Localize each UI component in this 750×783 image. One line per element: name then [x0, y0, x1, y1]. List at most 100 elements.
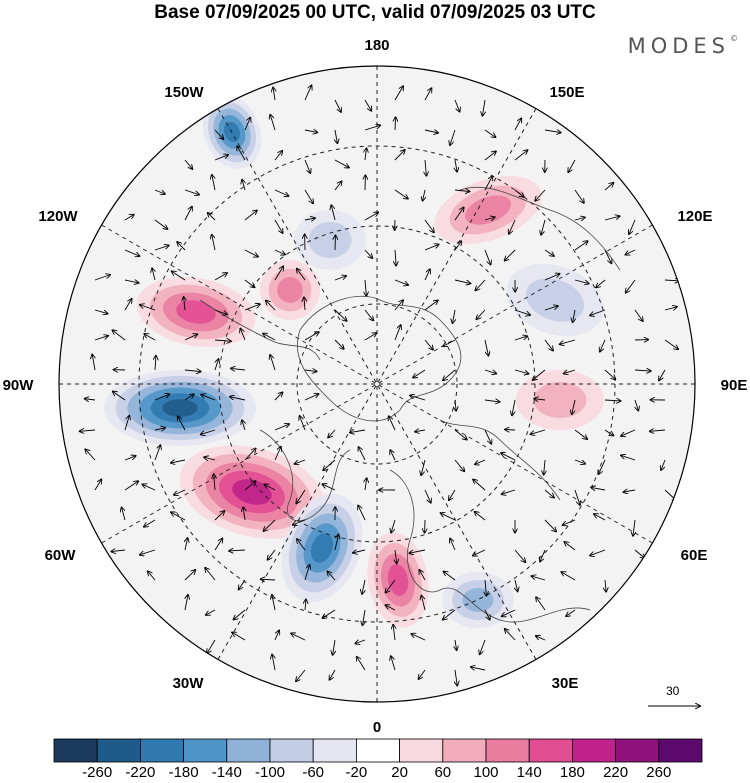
wind-arrow	[394, 279, 408, 285]
wind-arrow	[484, 369, 496, 374]
wind-arrow	[604, 216, 620, 221]
wind-arrow	[566, 609, 576, 616]
wind-arrow	[484, 429, 491, 444]
wind-arrow	[184, 570, 195, 581]
wind-arrow	[293, 519, 306, 525]
wind-arrow	[415, 430, 426, 432]
wind-arrow	[240, 329, 246, 341]
wind-arrow	[333, 639, 335, 655]
wind-arrow	[391, 656, 396, 671]
wind-arrow	[322, 484, 336, 491]
wind-arrow	[111, 550, 126, 552]
wind-arrow	[214, 129, 223, 139]
wind-arrow	[454, 241, 461, 251]
meridian-line	[217, 108, 537, 660]
wind-arrow	[515, 579, 518, 591]
wind-arrow	[214, 538, 222, 551]
wind-arrow	[455, 159, 457, 172]
wind-arrow	[94, 480, 101, 491]
anomaly-contour	[462, 588, 494, 612]
wind-arrow	[274, 424, 289, 431]
wind-arrow	[544, 306, 558, 311]
wind-arrow	[353, 550, 366, 553]
wind-arrow	[124, 280, 139, 283]
wind-arrow	[304, 297, 305, 311]
wind-arrow	[155, 356, 156, 371]
map-border	[58, 65, 696, 703]
colorbar-tick-label: -20	[345, 764, 368, 781]
wind-arrow	[242, 180, 245, 191]
wind-arrow	[394, 86, 403, 101]
wind-arrow	[574, 459, 585, 464]
lon-label: 180	[364, 37, 389, 54]
wind-arrow	[204, 457, 216, 460]
wind-arrow	[421, 596, 426, 611]
wind-arrow	[362, 579, 365, 594]
wind-arrow	[544, 489, 554, 498]
wind-arrow	[334, 99, 341, 112]
longitude-labels: 180 150E 120E 90E 60E 30E 0 30W 60W 90W …	[3, 37, 748, 736]
wind-arrow	[561, 572, 576, 581]
wind-arrow	[484, 400, 500, 402]
colorbar-tick-label: -100	[254, 764, 286, 781]
wind-arrow	[386, 605, 396, 611]
wind-arrow	[476, 309, 486, 319]
wind-arrow	[214, 340, 231, 341]
wind-arrow	[270, 355, 276, 371]
wind-arrow	[452, 309, 455, 323]
wind-arrow	[233, 609, 246, 620]
colorbar-tick-label: -180	[168, 764, 199, 781]
colorbar-tick-label: 60	[434, 764, 452, 781]
wind-arrow	[484, 129, 496, 137]
wind-arrow	[328, 429, 336, 438]
wind-arrow	[232, 632, 246, 641]
colorbar-swatch	[528, 738, 573, 763]
wind-arrow	[514, 369, 529, 374]
wind-arrow	[171, 512, 186, 521]
colorbar-tick-label: -260	[82, 764, 113, 781]
wind-arrow	[664, 280, 679, 281]
wind-arrow	[450, 539, 456, 551]
wind-arrow	[514, 549, 525, 562]
wind-arrow	[274, 392, 282, 401]
wind-arrow	[365, 279, 366, 296]
wind-arrow	[395, 549, 397, 563]
wind-arrow	[591, 487, 606, 490]
anomaly-contour	[277, 277, 303, 303]
colorbar-swatch	[269, 738, 314, 763]
wind-arrow	[424, 244, 439, 251]
wind-arrow	[389, 416, 396, 431]
anomaly-contour	[310, 533, 334, 563]
wind-arrow	[268, 549, 276, 560]
wind-arrow	[473, 549, 486, 556]
wind-arrow	[540, 549, 546, 562]
wind-arrow	[304, 159, 310, 173]
wind-arrow	[411, 634, 426, 641]
wind-arrow	[184, 207, 192, 221]
colorbar-swatch	[53, 738, 98, 763]
wind-arrow	[334, 181, 342, 191]
anomaly-contour	[232, 479, 272, 505]
wind-arrow	[471, 667, 486, 670]
wind-arrow	[536, 597, 546, 611]
wind-arrow	[604, 249, 611, 263]
wind-arrow	[604, 400, 621, 401]
wind-arrow	[244, 210, 257, 221]
wind-arrow	[94, 275, 110, 281]
wind-arrow	[124, 481, 138, 491]
wind-arrow	[564, 542, 576, 551]
wind-arrow	[454, 429, 467, 440]
wind-arrow	[140, 305, 156, 311]
wind-arrow	[393, 625, 395, 641]
wind-arrow	[502, 489, 516, 494]
wind-arrow	[264, 484, 276, 491]
wind-arrow	[122, 508, 126, 521]
anomaly-contour	[308, 222, 352, 258]
wind-arrow	[272, 595, 275, 611]
wind-arrow	[358, 447, 366, 461]
wind-arrow	[424, 219, 434, 232]
wind-arrow	[664, 307, 677, 310]
wind-arrow	[625, 249, 636, 255]
lon-label: 60W	[45, 547, 77, 564]
